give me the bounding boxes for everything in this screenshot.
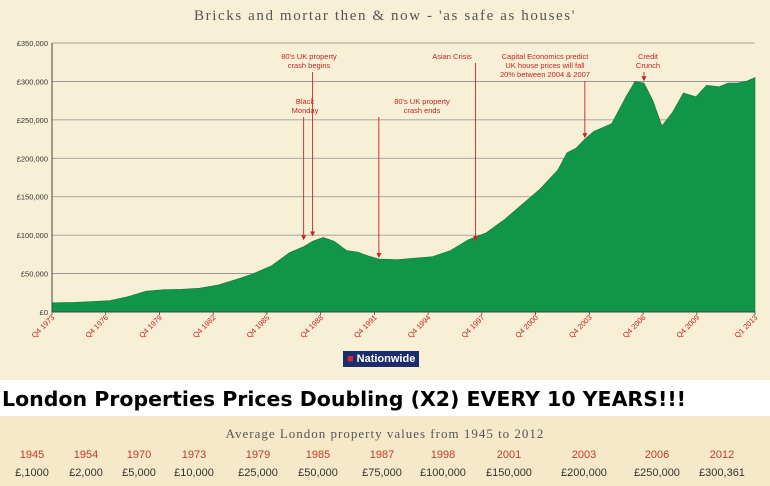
values-table-price: £25,000 [238,467,278,479]
values-table-price: £10,000 [174,467,214,479]
annotation-label-line: 80's UK property [394,97,450,106]
annotation: Asian Crisis [432,52,479,242]
values-table-price: £,1000 [15,467,49,479]
values-table-column: 1954 £2,000 [51,449,121,479]
values-panel: Average London property values from 1945… [0,416,770,486]
x-tick-label: Q4 1994 [406,313,433,340]
annotation-arrow-head [641,76,647,82]
annotation-label: 80's UK property crash ends [394,97,450,115]
y-tick-label: £200,000 [17,154,48,163]
x-tick-label: Q4 1988 [298,313,325,340]
y-tick-label: £350,000 [17,39,48,48]
x-tick-label: Q1 2013 [733,313,760,340]
annotation: 80's UK property crash begins [281,52,337,237]
x-tick-label: Q4 1973 [30,313,57,340]
x-tick-label: Q4 2000 [513,313,540,340]
annotation-label-line: crash ends [404,106,441,115]
values-table-column: 1979 £25,000 [223,449,293,479]
annotation-label: Capital Economics predict UK house prices… [500,52,590,79]
values-table-price: £150,000 [486,467,532,479]
annotation-label-line: Black [296,97,315,106]
values-table-price: £75,000 [362,467,402,479]
annotation-label-line: UK house prices will fall [505,61,585,70]
headline: London Properties Prices Doubling (X2) E… [2,387,687,411]
y-tick-label: £0 [40,308,48,317]
values-table-price: £5,000 [122,467,156,479]
values-table-year: 2001 [496,449,522,461]
values-table-price: £200,000 [561,467,607,479]
y-tick-label: £100,000 [17,231,48,240]
annotation-label-line: 20% between 2004 & 2007 [500,70,590,79]
values-table-price: £250,000 [634,467,680,479]
values-table-column: 1973 £10,000 [159,449,229,479]
annotation-label: Black Monday [292,97,319,115]
values-table-year: 1979 [245,449,271,461]
values-table-column: 1985 £50,000 [283,449,353,479]
annotation-arrow-head [376,252,382,258]
annotation-label-line: Asian Crisis [432,52,472,61]
annotation: Credit Crunch [636,52,660,82]
values-table-year: 1973 [181,449,207,461]
chart-title: Bricks and mortar then & now - 'as safe … [194,8,576,24]
x-tick-label: Q4 1991 [352,313,379,340]
annotation-arrow-head [301,235,307,241]
values-table-column: 2012 £300,361 [687,449,757,479]
price-area-series [51,77,756,313]
chart-panel: £0 £50,000 £100,000 £150,000 £200,000 £250,00… [0,0,770,380]
annotation-label: Credit Crunch [636,52,660,70]
values-table-column: 2003 £200,000 [549,449,619,479]
values-table-year: 1970 [126,449,152,461]
annotation-label-line: crash begins [288,61,331,70]
values-table-price: £2,000 [69,467,103,479]
values-table-year: 2012 [709,449,735,461]
price-chart: £0 £50,000 £100,000 £150,000 £200,000 £250,00… [17,39,760,340]
x-tick-label: Q4 2006 [621,313,648,340]
values-table-title: Average London property values from 1945… [225,426,545,441]
values-table-column: 2001 £150,000 [474,449,544,479]
annotation: Capital Economics predict UK house prices… [500,52,590,139]
values-table-year: 1998 [430,449,456,461]
values-table-column: 2006 £250,000 [622,449,692,479]
values-table-column: 1970 £5,000 [104,449,174,479]
annotation: 80's UK property crash ends [376,97,450,258]
values-table-year: 1985 [305,449,331,461]
annotation-label-line: Crunch [636,61,660,70]
x-tick-label: Q4 2003 [567,313,594,340]
x-tick-label: Q4 1976 [83,313,110,340]
nationwide-logo-text: Nationwide [356,353,416,365]
nationwide-logo: ■ Nationwide [343,351,419,367]
annotation-label: Asian Crisis [432,52,472,61]
annotation-label-line: 80's UK property [281,52,337,61]
annotation-label-line: Monday [292,106,319,115]
values-table-year: 1945 [19,449,45,461]
x-tick-label: Q4 1985 [245,313,272,340]
values-table-price: £300,361 [699,467,745,479]
annotation-label: 80's UK property crash begins [281,52,337,70]
annotation-label-line: Capital Economics predict [502,52,590,61]
values-table-year: 1987 [369,449,395,461]
values-table-column: 1945 £,1000 [0,449,67,479]
values-table-year: 2006 [644,449,670,461]
y-tick-label: £150,000 [17,193,48,202]
values-table-column: 1998 £100,000 [408,449,478,479]
values-table-year: 2003 [571,449,597,461]
annotation-label-line: Credit [638,52,659,61]
annotation-arrow-head [473,236,479,242]
values-table-year: 1954 [73,449,99,461]
y-tick-label: £50,000 [21,270,48,279]
values-table-price: £100,000 [420,467,466,479]
annotation-arrow-head [310,231,316,237]
annotation: Black Monday [292,97,319,241]
values-table-column: 1987 £75,000 [347,449,417,479]
x-tick-label: Q4 1982 [191,313,218,340]
nationwide-logo-icon: ■ [347,353,354,365]
x-tick-label: Q4 2009 [674,313,701,340]
values-table-price: £50,000 [298,467,338,479]
y-tick-label: £250,000 [17,116,48,125]
x-tick-label: Q4 1997 [460,313,487,340]
y-tick-label: £300,000 [17,77,48,86]
annotation-arrow-head [582,133,588,139]
x-tick-label: Q4 1979 [137,313,164,340]
